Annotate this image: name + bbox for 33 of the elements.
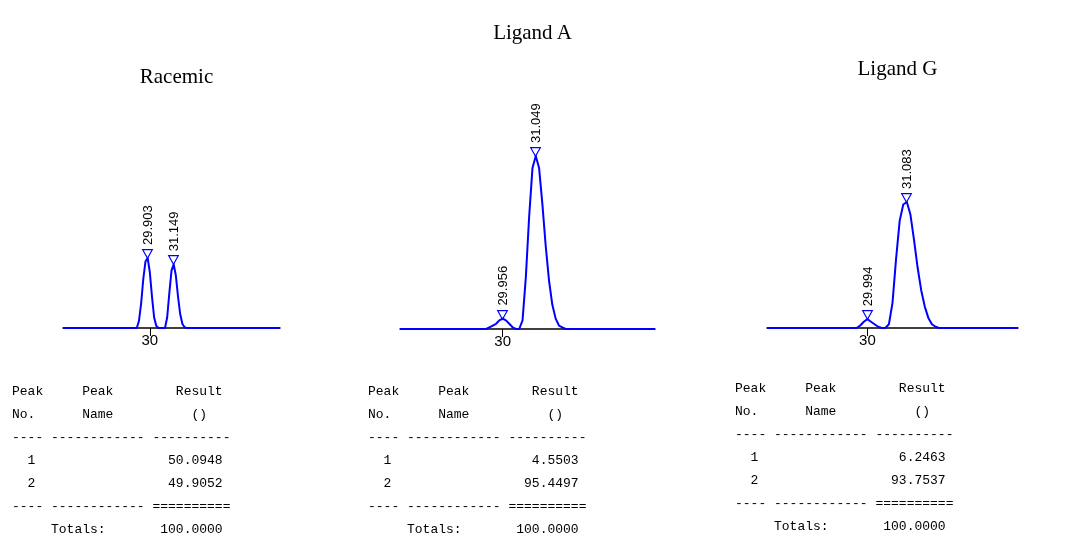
text: 1 4.5503	[383, 453, 579, 468]
annotation: 29.994	[859, 266, 875, 307]
text: 1 6.2463	[750, 450, 946, 465]
text: No. Name ()	[368, 407, 564, 422]
text: ---- ------------ ==========	[368, 499, 587, 514]
text: 29.903	[140, 205, 156, 245]
text: Totals: 100.0000	[407, 522, 579, 537]
text: ---- ------------ ----------	[12, 430, 231, 445]
text: No. Name ()	[735, 404, 931, 419]
chart-title: Ligand G	[857, 55, 938, 80]
text: Peak Peak Result	[368, 384, 579, 399]
text: 31.149	[166, 211, 182, 252]
annotation: 29.956	[495, 265, 511, 306]
text: Peak Peak Result	[735, 381, 946, 396]
text: No. Name ()	[12, 407, 208, 422]
text: 30	[494, 332, 512, 349]
text: 31.083	[899, 149, 915, 189]
chart-title: Racemic	[139, 63, 214, 88]
text: Peak Peak Result	[12, 384, 223, 399]
text: ---- ------------ ----------	[735, 427, 954, 442]
text: 2 95.4497	[383, 476, 579, 491]
text: ---- ------------ ==========	[12, 499, 231, 514]
text: ---- ------------ ----------	[368, 430, 587, 445]
text: Totals: 100.0000	[51, 522, 223, 537]
text: Totals: 100.0000	[774, 519, 946, 534]
text: 30	[141, 331, 159, 348]
text: ---- ------------ ==========	[735, 496, 954, 511]
text: 31.049	[528, 103, 544, 143]
text: 2 93.7537	[750, 473, 946, 488]
text: 30	[859, 331, 876, 348]
text: 1 50.0948	[27, 453, 223, 468]
chart-title: Ligand A	[493, 19, 573, 44]
text: 2 49.9052	[27, 476, 223, 491]
